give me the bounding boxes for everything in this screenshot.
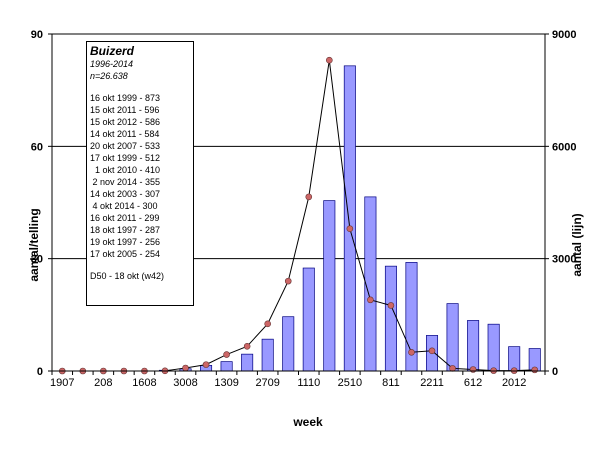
x-axis-title: week	[292, 415, 323, 429]
bar	[364, 196, 377, 372]
x-axis-ticks: 1907 208 1608 3008 1309 2709 1110 2510 811 2211 61…	[50, 371, 546, 389]
bar	[343, 65, 356, 372]
right-tick-label: 9000	[552, 29, 576, 41]
bar-series	[158, 65, 541, 372]
bar	[241, 353, 254, 372]
x-tick-label: 2211	[420, 377, 444, 389]
x-tick-label: 208	[94, 377, 112, 389]
left-tick-label: 30	[31, 254, 43, 266]
x-tick-label: 2012	[502, 377, 526, 389]
legend-entries: 16 okt 1999 - 873 15 okt 2011 - 596 15 okt…	[90, 92, 193, 260]
legend-entry: 19 okt 1997 - 256	[90, 237, 161, 247]
bar	[384, 265, 397, 372]
x-tick-label: 1110	[297, 377, 320, 389]
bar	[446, 303, 459, 372]
left-tick-label: 0	[37, 366, 43, 378]
line-point	[202, 361, 210, 368]
line-point	[243, 342, 251, 350]
x-tick-label: 3008	[173, 377, 197, 389]
x-tick-label: 2510	[338, 377, 362, 389]
legend-entry: 20 okt 2007 - 533	[90, 141, 161, 151]
legend-entry: 15 okt 2012 - 586	[90, 117, 161, 127]
legend-entry: 14 okt 2011 - 584	[90, 129, 160, 139]
left-axis-title: aantal/telling	[27, 208, 41, 281]
bar	[282, 316, 295, 372]
line-point	[284, 277, 292, 285]
left-tick-label: 60	[31, 141, 43, 153]
right-tick-label: 6000	[552, 141, 576, 153]
legend-entry: 2 nov 2014 - 355	[90, 177, 161, 187]
x-tick-label: 811	[382, 377, 400, 389]
line-point	[408, 348, 415, 356]
x-tick-label: 1608	[132, 377, 156, 389]
line-point	[531, 366, 539, 374]
legend-n: n=26.638	[90, 71, 128, 81]
line-point	[346, 225, 354, 233]
line-point	[264, 320, 271, 328]
left-axis-ticks: 0 30 60 90	[31, 29, 52, 378]
x-tick-label: 612	[464, 377, 482, 389]
legend-title: Buizerd	[90, 44, 135, 58]
x-tick-label: 1907	[50, 377, 74, 389]
right-axis-ticks: 0 3000 6000 9000	[545, 29, 576, 378]
right-axis-title: aantal (lijn)	[570, 213, 584, 276]
x-tick-label: 2709	[255, 377, 279, 389]
line-point	[387, 302, 395, 309]
legend-entry: 16 okt 2011 - 299	[90, 213, 160, 223]
line-point	[469, 366, 477, 373]
bar	[487, 323, 500, 372]
line-point	[449, 365, 456, 372]
bar	[467, 320, 480, 372]
right-tick-label: 0	[552, 366, 558, 378]
line-point	[182, 364, 189, 372]
right-tick-label: 3000	[552, 254, 576, 266]
legend-d50: D50 - 18 okt (w42)	[90, 271, 165, 281]
legend-box: Buizerd 1996-2014 n=26.638 16 okt 1999 -…	[86, 41, 194, 306]
line-point	[223, 351, 230, 358]
bar	[220, 361, 233, 372]
legend-years: 1996-2014	[90, 59, 134, 69]
bar	[323, 200, 336, 372]
line-point	[326, 56, 333, 64]
legend-entry: 15 okt 2011 - 596	[90, 105, 160, 115]
left-tick-label: 90	[31, 29, 43, 41]
line-point	[367, 296, 374, 304]
legend-entry: 17 okt 2005 - 254	[90, 249, 161, 259]
legend-entry: 18 okt 1997 - 287	[90, 225, 161, 235]
bar	[261, 338, 274, 372]
line-point	[428, 347, 436, 355]
bar	[302, 267, 315, 372]
legend-entry: 1 okt 2010 - 410	[90, 165, 161, 175]
legend-entry: 4 okt 2014 - 300	[90, 201, 158, 211]
legend-entry: 14 okt 2003 - 307	[90, 189, 161, 199]
x-tick-label: 1309	[214, 377, 238, 389]
legend-entry: 16 okt 1999 - 873	[90, 93, 161, 103]
line-point	[305, 193, 313, 201]
legend-entry: 17 okt 1999 - 512	[90, 153, 161, 163]
